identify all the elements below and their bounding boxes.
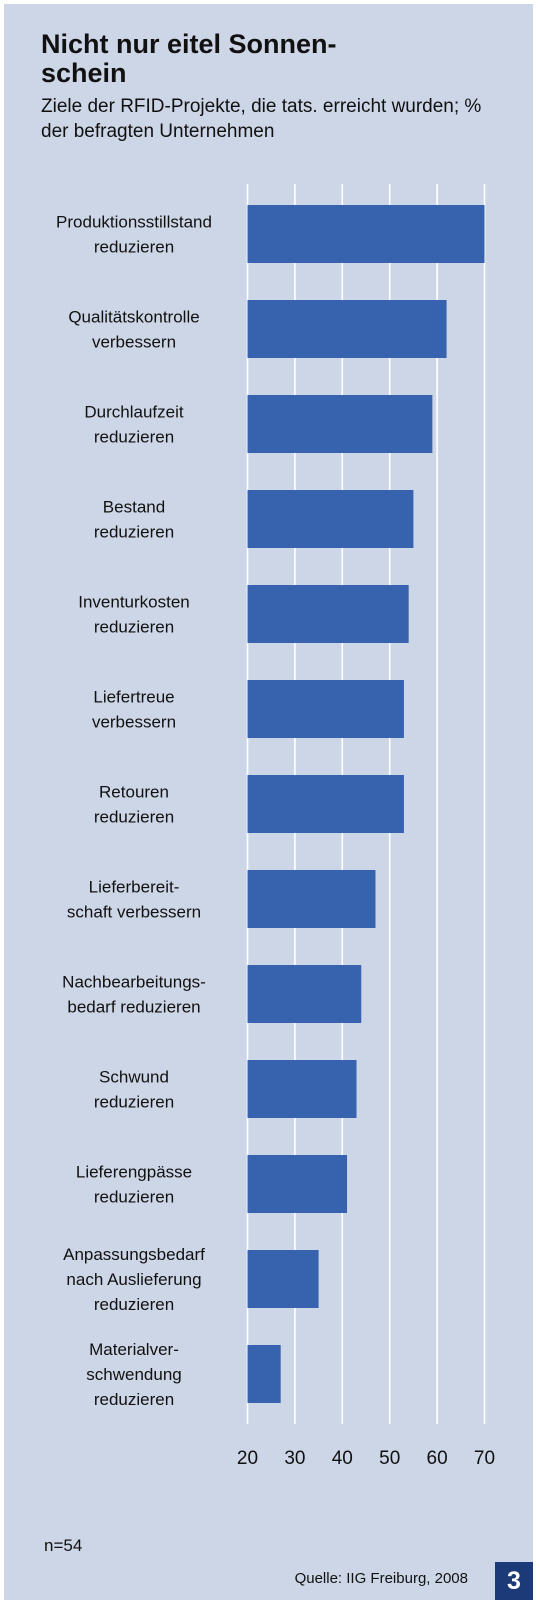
- bar: [247, 395, 433, 453]
- category-label-line: Inventurkosten: [78, 593, 190, 612]
- category-label-line: schaft verbessern: [67, 903, 201, 922]
- bar: [247, 205, 485, 263]
- category-label-line: schwendung: [86, 1365, 181, 1384]
- sample-size: n=54: [44, 1536, 83, 1555]
- x-tick-label: 60: [427, 1448, 448, 1469]
- category-label: Inventurkosten reduzieren: [78, 593, 190, 637]
- category-label-line: reduzieren: [94, 523, 174, 542]
- category-label-line: reduzieren: [94, 808, 174, 827]
- category-label-line: Liefertreue: [93, 688, 174, 707]
- category-label: Liefertreue verbessern: [92, 688, 176, 732]
- x-tick-label: 70: [474, 1448, 495, 1469]
- category-label-line: reduzieren: [94, 1093, 174, 1112]
- chart-subtitle: Ziele der RFID-Projekte, die tats. errei…: [41, 96, 482, 142]
- category-label: Lieferengpässe reduzieren: [76, 1163, 192, 1207]
- category-label-line: reduzieren: [94, 1188, 174, 1207]
- category-label-line: bedarf reduzieren: [67, 998, 200, 1017]
- bar: [247, 1060, 357, 1118]
- bar-chart: Produktionsstillstand reduzieren Qualitäts…: [56, 184, 495, 1469]
- bar: [247, 965, 362, 1023]
- category-label-line: reduzieren: [94, 1390, 174, 1409]
- category-label-line: reduzieren: [94, 238, 174, 257]
- page-number-badge: 3: [495, 1562, 533, 1600]
- category-label-line: verbessern: [92, 713, 176, 732]
- category-label-line: Retouren: [99, 783, 169, 802]
- x-tick-label: 30: [284, 1448, 305, 1469]
- chart-title-line-1: Nicht nur eitel Sonnen-: [41, 29, 337, 59]
- category-label: Anpassungsbedarf nach Auslieferung reduzie…: [63, 1245, 205, 1314]
- bar: [247, 680, 404, 738]
- category-label-line: Qualitätskontrolle: [68, 308, 199, 327]
- category-label-line: Schwund: [99, 1068, 169, 1087]
- bar: [247, 1250, 319, 1308]
- bar: [247, 585, 409, 643]
- category-label: Schwund reduzieren: [94, 1068, 174, 1112]
- chart-title-line-2: schein: [41, 58, 127, 88]
- category-label-line: Nachbearbeitungs-: [62, 973, 206, 992]
- bar: [247, 1345, 281, 1403]
- bar: [247, 300, 447, 358]
- category-label-line: nach Auslieferung: [66, 1270, 201, 1289]
- bar: [247, 775, 404, 833]
- category-label: Qualitätskontrolle verbessern: [68, 308, 199, 352]
- chart-title: Nicht nur eitel Sonnen- schein: [41, 30, 511, 88]
- category-label-line: reduzieren: [94, 1295, 174, 1314]
- category-label-line: Lieferbereit-: [89, 878, 180, 897]
- category-label-line: Anpassungsbedarf: [63, 1245, 205, 1264]
- category-label: Materialver-schwendung reduzieren: [86, 1340, 181, 1409]
- chart-panel: Nicht nur eitel Sonnen- schein Ziele der…: [4, 4, 533, 1600]
- category-label-line: Durchlaufzeit: [84, 403, 183, 422]
- category-label: Produktionsstillstand reduzieren: [56, 213, 212, 257]
- bar: [247, 1155, 348, 1213]
- category-label-line: Produktionsstillstand: [56, 213, 212, 232]
- source-note: Quelle: IIG Freiburg, 2008: [294, 1570, 468, 1587]
- category-label-line: verbessern: [92, 333, 176, 352]
- bar: [247, 870, 376, 928]
- category-label-line: Bestand: [103, 498, 165, 517]
- category-label: Retouren reduzieren: [94, 783, 174, 827]
- category-label: Durchlaufzeit reduzieren: [84, 403, 183, 447]
- category-label: Bestand reduzieren: [94, 498, 174, 542]
- category-label-line: reduzieren: [94, 428, 174, 447]
- x-tick-label: 20: [237, 1448, 258, 1469]
- x-tick-label: 40: [332, 1448, 353, 1469]
- category-label-line: reduzieren: [94, 618, 174, 637]
- category-label: Lieferbereit-schaft verbessern: [67, 878, 201, 922]
- x-tick-label: 50: [379, 1448, 400, 1469]
- category-label-line: Materialver-: [89, 1340, 179, 1359]
- category-label-line: Lieferengpässe: [76, 1163, 192, 1182]
- category-label: Nachbearbeitungs-bedarf reduzieren: [62, 973, 206, 1017]
- bar: [247, 490, 414, 548]
